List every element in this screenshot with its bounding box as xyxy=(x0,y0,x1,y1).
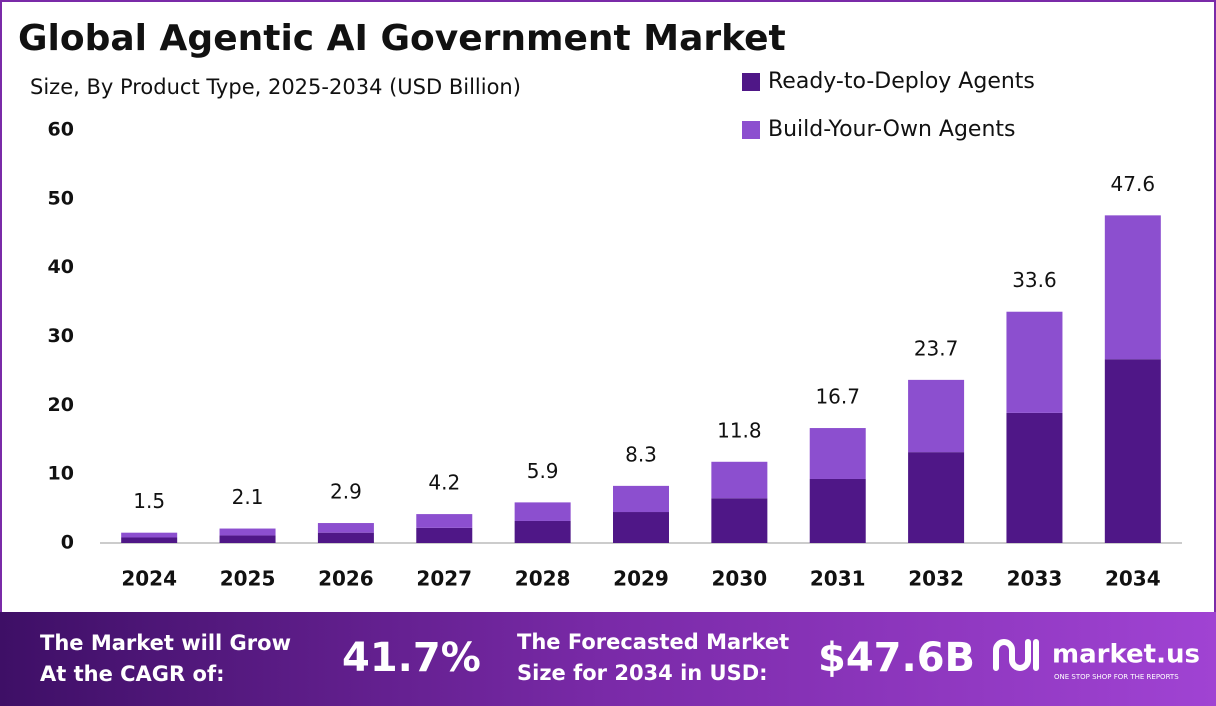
x-tick-label: 2024 xyxy=(121,567,177,591)
legend-swatch xyxy=(742,73,760,91)
bar-segment xyxy=(317,532,374,543)
bar-segment xyxy=(908,452,965,543)
bar-segment xyxy=(711,498,768,543)
bar-segment xyxy=(121,537,178,543)
bar-segment xyxy=(416,527,473,543)
y-tick-label: 10 xyxy=(48,463,74,485)
footer-text: At the CAGR of: xyxy=(40,662,225,686)
bar-segment xyxy=(219,535,276,543)
bar-segment xyxy=(1104,359,1161,543)
bar-segment xyxy=(613,512,669,543)
x-tick-label: 2034 xyxy=(1105,567,1161,591)
footer-text: The Forecasted Market xyxy=(517,630,789,654)
y-tick-label: 20 xyxy=(48,394,74,416)
total-label: 1.5 xyxy=(133,489,165,513)
x-tick-label: 2027 xyxy=(416,567,472,591)
total-label: 33.6 xyxy=(1012,268,1057,292)
bar-segment xyxy=(613,485,669,513)
x-tick-label: 2033 xyxy=(1007,567,1063,591)
total-label: 47.6 xyxy=(1111,172,1156,196)
legend-label: Ready-to-Deploy Agents xyxy=(768,69,1035,94)
total-label: 8.3 xyxy=(625,442,657,466)
bar-segment xyxy=(711,461,768,499)
footer-text: Size for 2034 in USD: xyxy=(517,661,768,685)
bar-segment xyxy=(809,428,866,479)
chart-title: Global Agentic AI Government Market xyxy=(18,18,786,59)
brand-logo xyxy=(993,639,1039,671)
bar-segment xyxy=(908,379,965,453)
bar-segment xyxy=(219,528,276,536)
total-label: 11.8 xyxy=(717,418,762,442)
bar-segment xyxy=(121,532,178,538)
total-label: 4.2 xyxy=(428,471,460,495)
total-label: 5.9 xyxy=(527,459,559,483)
total-label: 2.9 xyxy=(330,480,362,504)
bar-segment xyxy=(809,478,866,543)
x-tick-label: 2026 xyxy=(318,567,374,591)
brand-tagline: ONE STOP SHOP FOR THE REPORTS xyxy=(1054,673,1179,681)
chart-subtitle: Size, By Product Type, 2025-2034 (USD Bi… xyxy=(30,75,521,99)
y-tick-label: 0 xyxy=(61,532,74,554)
footer-value: $47.6B xyxy=(818,635,975,681)
x-tick-label: 2028 xyxy=(515,567,571,591)
x-tick-label: 2029 xyxy=(613,567,669,591)
bar-segment xyxy=(514,520,571,543)
x-tick-label: 2030 xyxy=(712,567,768,591)
bar-segment xyxy=(514,502,571,521)
total-label: 23.7 xyxy=(914,336,959,360)
bar-segment xyxy=(1104,215,1161,360)
y-tick-label: 40 xyxy=(48,256,74,278)
total-label: 16.7 xyxy=(815,385,860,409)
y-tick-label: 50 xyxy=(48,187,74,209)
bar-segment xyxy=(1006,311,1063,413)
y-tick-label: 60 xyxy=(48,119,74,141)
total-label: 2.1 xyxy=(232,485,264,509)
legend-label: Build-Your-Own Agents xyxy=(768,117,1016,142)
bar-segment xyxy=(416,514,473,528)
legend-swatch xyxy=(742,121,760,139)
y-tick-label: 30 xyxy=(48,325,74,347)
x-tick-label: 2025 xyxy=(220,567,276,591)
bar-segment xyxy=(1006,412,1063,543)
x-tick-label: 2032 xyxy=(908,567,964,591)
x-tick-label: 2031 xyxy=(810,567,866,591)
brand-name: market.us xyxy=(1052,640,1200,670)
bar-segment xyxy=(317,523,374,533)
footer-text: The Market will Grow xyxy=(40,631,291,655)
footer-value: 41.7% xyxy=(342,635,481,681)
